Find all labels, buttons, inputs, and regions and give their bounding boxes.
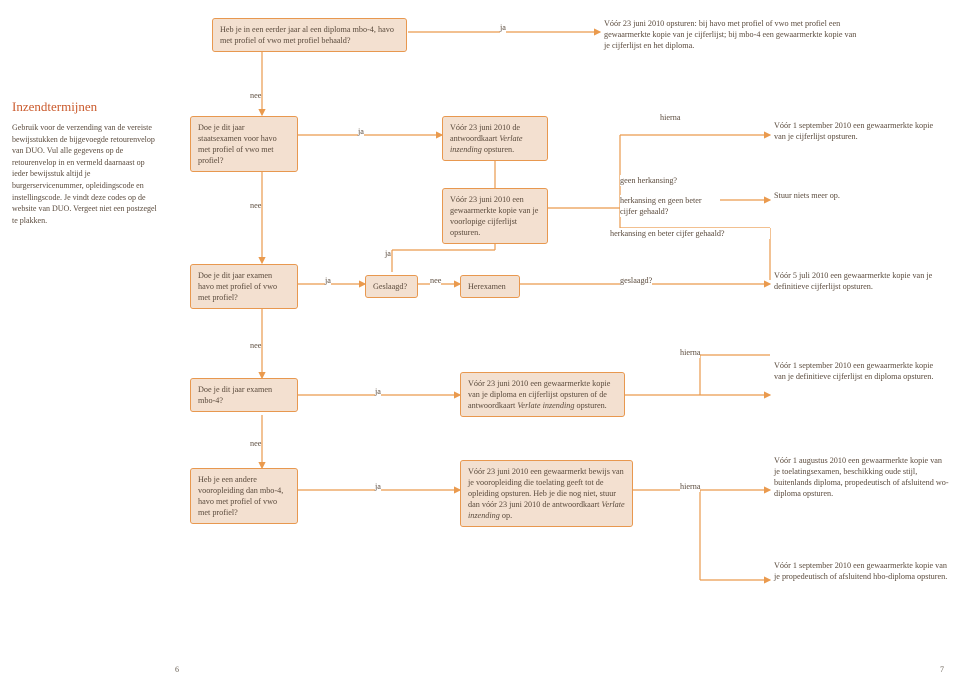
section-title: Inzendtermijnen — [12, 98, 97, 116]
node-andere-opsturen: Vóór 23 juni 2010 een gewaarmerkt bewijs… — [460, 460, 633, 527]
lbl-nee: nee — [250, 200, 261, 211]
lbl-herk-beter: herkansing en beter cijfer gehaald? — [610, 228, 770, 239]
node-herexamen: Herexamen — [460, 275, 520, 298]
lbl-geslaagd: geslaagd? — [620, 275, 652, 286]
out-sept-propedeutisch: Vóór 1 september 2010 een gewaarmerkte k… — [774, 560, 949, 582]
page-number-right: 7 — [940, 665, 944, 676]
q-staatsexamen: Doe je dit jaar staatsexamen voor havo m… — [190, 116, 298, 172]
q-mbo4: Doe je dit jaar examen mbo-4? — [190, 378, 298, 412]
q-geslaagd: Geslaagd? — [365, 275, 418, 298]
side-instructions: Gebruik voor de verzending van de vereis… — [12, 122, 162, 226]
lbl-nee: nee — [250, 438, 261, 449]
lbl-ja: ja — [325, 275, 331, 286]
lbl-ja: ja — [500, 22, 506, 33]
lbl-hierna: hierna — [660, 112, 680, 123]
node-voorlopige-cijferlijst: Vóór 23 juni 2010 een gewaarmerkte kopie… — [442, 188, 548, 244]
node-antwoordkaart: Vóór 23 juni 2010 de antwoordkaart Verla… — [442, 116, 548, 161]
flow-arrows — [0, 0, 960, 688]
lbl-herk-geen-beter: herkansing en geen beter cijfer gehaald? — [620, 195, 720, 217]
q-examen-havo-vwo: Doe je dit jaar examen havo met profiel … — [190, 264, 298, 309]
out-aug-toelating: Vóór 1 augustus 2010 een gewaarmerkte ko… — [774, 455, 949, 499]
lbl-nee: nee — [250, 90, 261, 101]
q-andere-vooropleiding: Heb je een andere vooropleiding dan mbo-… — [190, 468, 298, 524]
out-sept-def-cijferlijst: Vóór 1 september 2010 een gewaarmerkte k… — [774, 360, 944, 382]
out-stuur-niets: Stuur niets meer op. — [774, 190, 944, 201]
out-prev-diploma: Vóór 23 juni 2010 opsturen: bij havo met… — [604, 18, 859, 51]
out-sept-cijferlijst: Vóór 1 september 2010 een gewaarmerkte k… — [774, 120, 944, 142]
lbl-geen-herk: geen herkansing? — [620, 175, 710, 186]
node-mbo-opsturen: Vóór 23 juni 2010 een gewaarmerkte kopie… — [460, 372, 625, 417]
page-number-left: 6 — [175, 665, 179, 676]
lbl-ja: ja — [358, 126, 364, 137]
lbl-nee: nee — [430, 275, 441, 286]
lbl-ja: ja — [375, 481, 381, 492]
lbl-nee: nee — [250, 340, 261, 351]
out-5juli: Vóór 5 juli 2010 een gewaarmerkte kopie … — [774, 270, 944, 292]
lbl-ja: ja — [385, 248, 391, 259]
q-prev-diploma: Heb je in een eerder jaar al een diploma… — [212, 18, 407, 52]
lbl-hierna: hierna — [680, 481, 700, 492]
lbl-ja: ja — [375, 386, 381, 397]
lbl-hierna: hierna — [680, 347, 700, 358]
